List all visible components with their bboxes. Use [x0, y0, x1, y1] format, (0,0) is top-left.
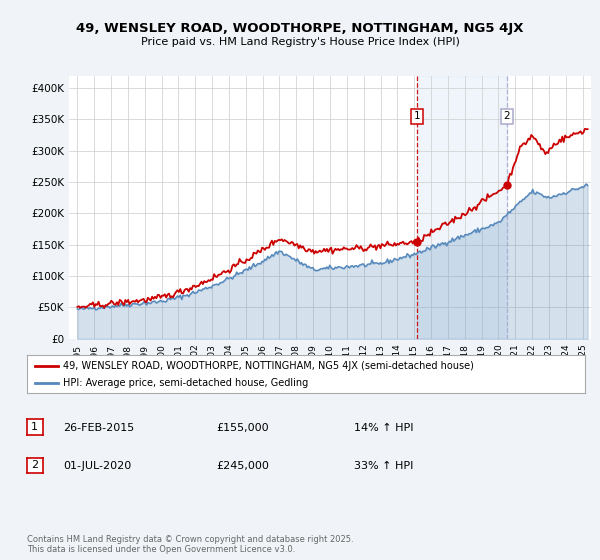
Text: 26-FEB-2015: 26-FEB-2015: [63, 423, 134, 433]
Text: 2: 2: [503, 111, 510, 122]
Text: HPI: Average price, semi-detached house, Gedling: HPI: Average price, semi-detached house,…: [63, 378, 308, 388]
Text: £155,000: £155,000: [216, 423, 269, 433]
Text: Price paid vs. HM Land Registry's House Price Index (HPI): Price paid vs. HM Land Registry's House …: [140, 37, 460, 47]
Bar: [417, 76, 507, 339]
Text: £245,000: £245,000: [216, 461, 269, 471]
Text: 01-JUL-2020: 01-JUL-2020: [63, 461, 131, 471]
Text: 2: 2: [31, 460, 38, 470]
Text: 49, WENSLEY ROAD, WOODTHORPE, NOTTINGHAM, NG5 4JX (semi-detached house): 49, WENSLEY ROAD, WOODTHORPE, NOTTINGHAM…: [63, 361, 474, 371]
Text: Contains HM Land Registry data © Crown copyright and database right 2025.
This d: Contains HM Land Registry data © Crown c…: [27, 535, 353, 554]
Text: 33% ↑ HPI: 33% ↑ HPI: [354, 461, 413, 471]
Text: 14% ↑ HPI: 14% ↑ HPI: [354, 423, 413, 433]
Text: 49, WENSLEY ROAD, WOODTHORPE, NOTTINGHAM, NG5 4JX: 49, WENSLEY ROAD, WOODTHORPE, NOTTINGHAM…: [76, 22, 524, 35]
Text: 1: 1: [413, 111, 420, 122]
Text: 1: 1: [31, 422, 38, 432]
